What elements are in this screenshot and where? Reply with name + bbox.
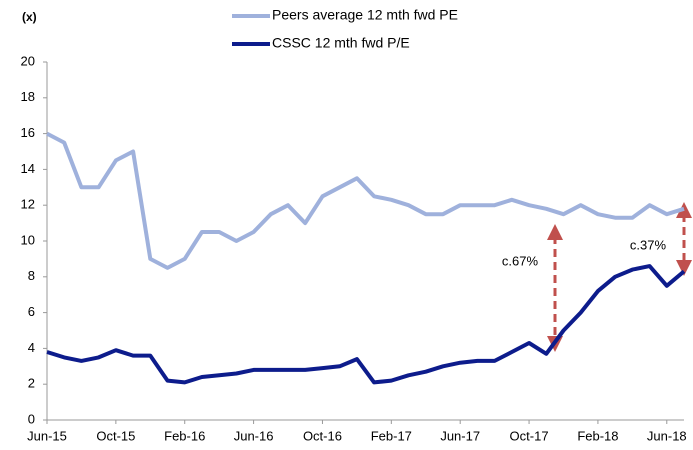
y-tick-label: 0 <box>28 411 35 426</box>
y-tick-label: 12 <box>21 197 35 212</box>
arrow <box>553 214 686 338</box>
x-tick-label: Oct-16 <box>303 428 342 443</box>
x-tick-label: Oct-17 <box>510 428 549 443</box>
annotation: c.67% <box>502 253 539 268</box>
y-tick-label: 16 <box>21 125 35 140</box>
legend-label: Peers average 12 mth fwd PE <box>272 7 458 23</box>
x-tick-label: Jun-16 <box>234 428 274 443</box>
x-tick-label: Feb-18 <box>577 428 618 443</box>
line-series <box>46 264 686 385</box>
y-tick-label: 4 <box>28 340 35 355</box>
y-tick-label: 10 <box>21 232 35 247</box>
annotation: c.37% <box>630 237 667 252</box>
x-tick-label: Feb-16 <box>164 428 205 443</box>
y-tick-label: 8 <box>28 268 35 283</box>
line-series <box>46 131 685 270</box>
x-tick-label: Jun-17 <box>440 428 480 443</box>
y-axis-label: (x) <box>22 10 37 24</box>
x-tick-label: Oct-15 <box>96 428 135 443</box>
y-tick-label: 20 <box>21 53 35 68</box>
y-tick-label: 14 <box>21 161 35 176</box>
x-tick-label: Jun-15 <box>27 428 67 443</box>
legend-label: CSSC 12 mth fwd P/E <box>272 35 410 51</box>
y-tick-label: 18 <box>21 89 35 104</box>
x-tick-label: Jun-18 <box>647 428 687 443</box>
y-tick-label: 6 <box>28 304 35 319</box>
y-tick-label: 2 <box>28 376 35 391</box>
x-tick-label: Feb-17 <box>371 428 412 443</box>
